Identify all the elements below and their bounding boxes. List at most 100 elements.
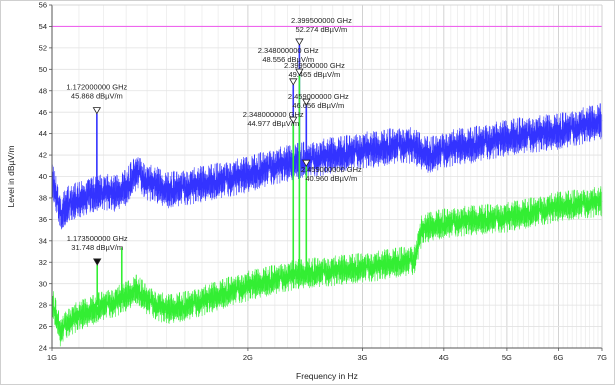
- axes: 24 26 28 30 32 34 36 38 40 42 44 46 48 50 52 54 56 1G 2G 3G…: [39, 1, 608, 362]
- average-point: [470, 219, 472, 222]
- average-point: [102, 304, 105, 306]
- peak-series: [51, 103, 603, 230]
- marker-triangle: [295, 38, 304, 46]
- peak-trace: [51, 103, 603, 230]
- y-tick-label: 24: [39, 344, 47, 353]
- y-tick-label: 32: [39, 258, 47, 267]
- y-tick-label: 52: [39, 43, 47, 52]
- peak-point: [352, 151, 354, 153]
- peak-point: [593, 122, 595, 124]
- peak-point: [78, 199, 80, 201]
- average-trace: [51, 186, 603, 347]
- y-tick-label: 54: [39, 22, 47, 31]
- average-point: [371, 265, 373, 268]
- peak-point: [125, 186, 127, 188]
- peak-point: [413, 145, 415, 148]
- y-tick-label: 36: [39, 215, 47, 224]
- average-point: [538, 210, 540, 212]
- average-point: [274, 278, 276, 280]
- average-point: [361, 267, 364, 269]
- peak-point: [470, 144, 472, 147]
- marker-level-label: 52.274 dBµV/m: [295, 25, 347, 34]
- peak-point: [274, 165, 276, 167]
- average-point: [457, 220, 459, 223]
- average-point: [567, 204, 569, 207]
- peak-point: [156, 184, 158, 186]
- average-point: [217, 294, 219, 297]
- y-axis-title: Level in dBµV/m: [6, 145, 16, 207]
- average-series: [51, 186, 603, 347]
- peak-point: [557, 130, 560, 133]
- peak-point: [397, 144, 399, 147]
- x-tick-label: 3G: [358, 353, 368, 362]
- peak-point: [342, 153, 344, 155]
- average-point: [506, 216, 508, 218]
- average-point: [114, 301, 116, 303]
- average-point: [428, 226, 430, 228]
- peak-point: [166, 189, 168, 192]
- marker-triangle: [295, 68, 304, 76]
- average-point: [67, 320, 70, 322]
- peak-point: [380, 148, 382, 150]
- average-point: [201, 300, 203, 302]
- marker-triangle: [289, 78, 298, 86]
- peak-point: [136, 170, 138, 172]
- y-tick-label: 30: [39, 279, 47, 288]
- peak-point: [506, 137, 508, 139]
- marker-frequency-label: 1.172000000 GHz: [66, 83, 127, 92]
- average-point: [59, 331, 61, 333]
- peak-point: [405, 143, 407, 145]
- peak-point: [436, 152, 438, 154]
- average-point: [443, 223, 445, 225]
- average-point: [413, 259, 415, 261]
- x-axis-title: Frequency in Hz: [296, 371, 358, 381]
- peak-point: [286, 163, 289, 165]
- marker-level-label: 45.868 dBµV/m: [71, 92, 123, 101]
- average-point: [332, 270, 334, 272]
- peak-point: [102, 190, 105, 193]
- peak-point: [310, 158, 312, 160]
- marker-level-label: 31.748 dBµV/m: [71, 243, 123, 252]
- peak-point: [428, 154, 430, 156]
- peak-point: [457, 145, 459, 148]
- marker-frequency-label: 2.348000000 GHz: [243, 110, 304, 119]
- marker-triangle: [302, 98, 311, 106]
- average-point: [298, 273, 301, 275]
- x-tick-label: 7G: [597, 353, 607, 362]
- average-point: [261, 282, 263, 284]
- peak-point: [421, 151, 423, 153]
- average-point: [380, 264, 382, 267]
- y-tick-label: 56: [39, 1, 47, 10]
- average-point: [321, 271, 323, 273]
- peak-point: [494, 139, 496, 141]
- peak-point: [361, 149, 364, 151]
- average-point: [286, 275, 289, 277]
- marker-frequency-label: 2.459000000 GHz: [288, 92, 349, 101]
- average-point: [247, 285, 249, 287]
- peak-point: [232, 176, 235, 179]
- average-point: [482, 218, 484, 220]
- peak-point: [576, 126, 578, 128]
- average-point: [156, 304, 158, 306]
- peak-point: [388, 145, 391, 148]
- average-point: [576, 203, 578, 205]
- peak-point: [67, 202, 70, 204]
- peak-point: [90, 194, 93, 196]
- peak-point: [332, 154, 334, 156]
- marker-frequency-label: 1.173500000 GHz: [67, 234, 128, 243]
- average-point: [421, 229, 423, 231]
- average-point: [548, 208, 550, 210]
- y-tick-label: 26: [39, 322, 47, 331]
- peak-point: [567, 128, 569, 130]
- peak-point: [321, 156, 323, 158]
- data-series: [51, 44, 603, 347]
- y-tick-label: 34: [39, 236, 47, 245]
- average-point: [557, 205, 560, 208]
- marker-frequency-label: 2.399500000 GHz: [284, 61, 345, 70]
- average-point: [405, 260, 407, 262]
- average-point: [166, 308, 168, 311]
- marker-frequency-label: 2.348000000 GHz: [258, 46, 319, 55]
- y-tick-label: 38: [39, 194, 47, 203]
